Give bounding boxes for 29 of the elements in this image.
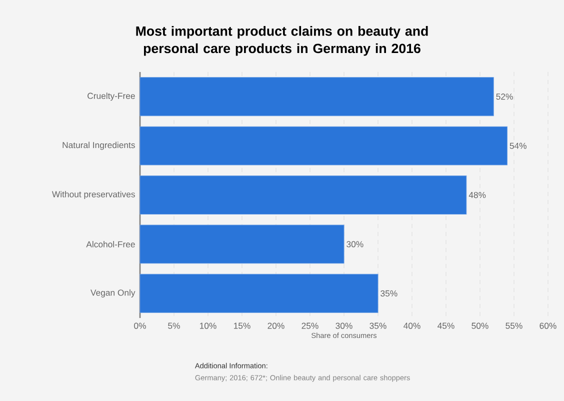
x-tick-label: 60% [540, 322, 556, 329]
x-tick-label: 20% [268, 322, 284, 329]
x-tick-label: 0% [134, 322, 146, 329]
y-tick-label: Cruelty-Free [88, 92, 135, 101]
bar [140, 126, 508, 166]
data-label: 54% [510, 142, 526, 149]
y-tick-label: Without preservatives [52, 190, 135, 200]
bar [140, 224, 344, 264]
data-label: 52% [496, 94, 513, 100]
x-tick-label: 5% [168, 322, 180, 329]
y-tick-label: Alcohol-Free [86, 241, 135, 248]
x-tick-label: 30% [336, 322, 352, 329]
data-label: 48% [468, 192, 486, 198]
bar [140, 274, 378, 313]
bar [140, 176, 467, 214]
x-tick-label: 50% [472, 322, 488, 329]
data-label: 30% [346, 241, 364, 248]
y-tick-label: Vegan Only [90, 289, 136, 298]
data-label: 35% [380, 290, 398, 296]
y-tick-label: Natural Ingredients [62, 142, 135, 150]
x-tick-label: 10% [200, 322, 216, 329]
x-tick-label: 45% [438, 322, 454, 329]
x-tick-label: 15% [234, 322, 250, 329]
bar [140, 77, 494, 116]
x-tick-label: 55% [506, 322, 522, 329]
x-tick-label: 25% [302, 322, 318, 329]
x-tick-label: 35% [370, 322, 386, 329]
x-tick-label: 40% [404, 322, 420, 329]
chart-title: Most important product claims on beauty and personal care products in Germany in 2016 [136, 26, 428, 56]
